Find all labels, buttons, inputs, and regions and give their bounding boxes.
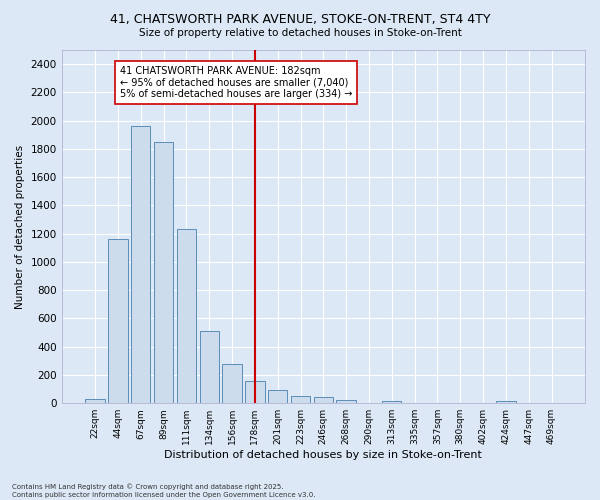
- Bar: [131, 126, 151, 403]
- Y-axis label: Number of detached properties: Number of detached properties: [15, 144, 25, 308]
- Bar: [337, 400, 356, 403]
- Bar: [177, 230, 196, 403]
- Bar: [85, 399, 105, 403]
- Bar: [108, 240, 128, 403]
- Text: Contains HM Land Registry data © Crown copyright and database right 2025.
Contai: Contains HM Land Registry data © Crown c…: [12, 484, 316, 498]
- Bar: [200, 331, 219, 403]
- Bar: [154, 142, 173, 403]
- X-axis label: Distribution of detached houses by size in Stoke-on-Trent: Distribution of detached houses by size …: [164, 450, 482, 460]
- Bar: [268, 390, 287, 403]
- Bar: [291, 396, 310, 403]
- Bar: [245, 382, 265, 403]
- Text: 41 CHATSWORTH PARK AVENUE: 182sqm
← 95% of detached houses are smaller (7,040)
5: 41 CHATSWORTH PARK AVENUE: 182sqm ← 95% …: [120, 66, 353, 98]
- Bar: [382, 401, 401, 403]
- Text: 41, CHATSWORTH PARK AVENUE, STOKE-ON-TRENT, ST4 4TY: 41, CHATSWORTH PARK AVENUE, STOKE-ON-TRE…: [110, 12, 490, 26]
- Text: Size of property relative to detached houses in Stoke-on-Trent: Size of property relative to detached ho…: [139, 28, 461, 38]
- Bar: [314, 397, 333, 403]
- Bar: [223, 364, 242, 403]
- Bar: [496, 401, 515, 403]
